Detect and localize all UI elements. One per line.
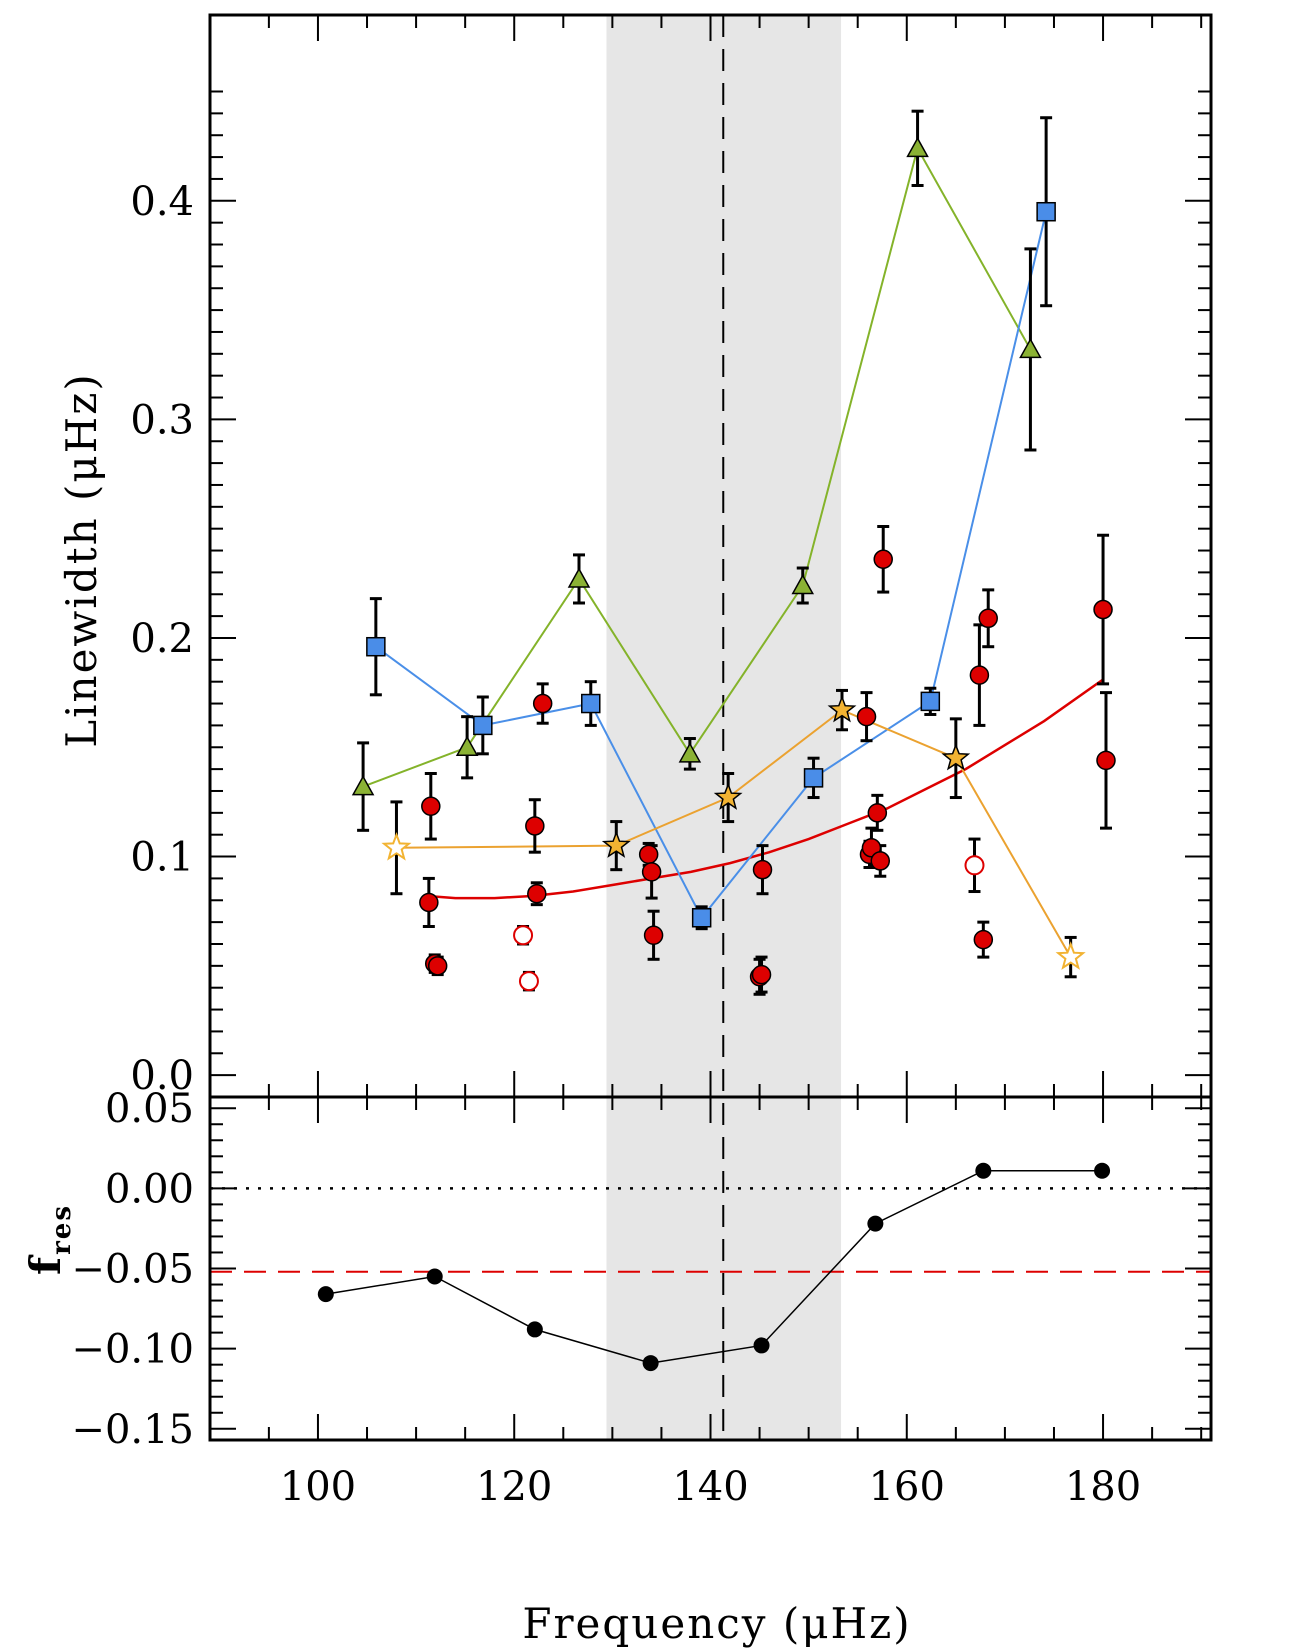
star-marker (1055, 941, 1086, 970)
star-marker (601, 830, 631, 858)
stars-line (396, 708, 1072, 958)
star-marker (827, 694, 857, 723)
circle-marker (527, 883, 547, 904)
circle-marker (964, 855, 985, 876)
circle-marker (978, 608, 998, 629)
y-tick-label-bottom: 0.00 (105, 1166, 194, 1212)
circle-marker (513, 925, 534, 946)
circle-marker (643, 925, 664, 945)
star-marker (713, 782, 743, 810)
square-marker (1036, 201, 1056, 222)
y-tick-label-top: 0.3 (130, 397, 194, 443)
shaded-frequency-band (606, 15, 842, 1440)
triangle-marker (351, 775, 375, 796)
circle-marker (421, 796, 441, 817)
fres-marker (526, 1321, 543, 1338)
square-marker (366, 636, 386, 657)
triangle-marker (1019, 337, 1042, 359)
x-axis-label: Frequency (μHz) (522, 1599, 911, 1648)
square-marker (803, 768, 824, 788)
square-marker (920, 691, 941, 712)
star-marker (941, 743, 971, 771)
circle-marker (525, 816, 545, 836)
circle-marker (873, 549, 893, 570)
y-tick-label-top: 0.0 (130, 1053, 194, 1099)
circle-marker (532, 693, 553, 714)
x-tick-label: 140 (672, 1464, 748, 1510)
axis-ticks (210, 15, 1211, 1440)
circle-marker (973, 929, 994, 950)
circle-marker (641, 862, 662, 882)
circle-marker (856, 706, 877, 727)
fres-marker (975, 1162, 992, 1179)
triangle-marker (906, 136, 929, 158)
fres-marker (317, 1286, 334, 1303)
x-tick-label: 120 (476, 1464, 552, 1510)
y-tick-label-top: 0.1 (130, 835, 194, 881)
bottom-panel-series (317, 1162, 1111, 1372)
circle-marker (1093, 599, 1113, 620)
y-axis-label-bottom-sub: res (47, 1204, 77, 1255)
fres-marker (426, 1268, 443, 1285)
fres-marker (867, 1215, 884, 1232)
fres-line (325, 1169, 1103, 1364)
fres-marker (1094, 1162, 1111, 1179)
square-marker (473, 715, 493, 736)
y-axis-label-bottom-main: f (21, 1254, 70, 1275)
y-axis-label-bottom: fres (21, 1204, 77, 1275)
circle-marker (870, 851, 891, 871)
triangle-marker (567, 567, 591, 588)
y-tick-label-bottom: −0.15 (71, 1407, 194, 1453)
circle-marker (427, 956, 448, 976)
y-tick-label-top: 0.4 (130, 179, 194, 225)
square-marker (581, 693, 601, 714)
y-tick-label-bottom: −0.05 (71, 1247, 194, 1293)
y-axis-label-top: Linewidth (μHz) (57, 372, 106, 748)
star-marker (381, 831, 412, 861)
y-tick-label-bottom: −0.10 (71, 1327, 194, 1373)
circle-marker (419, 892, 439, 913)
triangle-marker (791, 573, 815, 595)
axis-tick-labels: 100 120 140 160 180 0.0 0.1 0.2 0.3 0.4 0.05 0.00 −0… (71, 179, 1141, 1510)
circle-marker (518, 971, 539, 992)
y-tick-label-top: 0.2 (130, 616, 194, 662)
top-panel-series (351, 109, 1116, 996)
circle-marker (1096, 750, 1116, 771)
x-tick-label: 160 (869, 1464, 945, 1510)
x-tick-label: 100 (280, 1464, 356, 1510)
fres-marker (753, 1337, 770, 1354)
triangle-marker (678, 742, 702, 763)
square-marker (691, 908, 712, 928)
y-tick-label-bottom: 0.05 (105, 1086, 194, 1132)
circle-marker (638, 844, 659, 865)
circle-marker (752, 859, 773, 880)
fres-marker (642, 1355, 659, 1372)
circle-marker (867, 803, 888, 823)
circle-marker (751, 964, 772, 985)
x-tick-label: 180 (1065, 1464, 1141, 1510)
circle-marker (969, 665, 990, 685)
triangle-marker (455, 735, 479, 757)
